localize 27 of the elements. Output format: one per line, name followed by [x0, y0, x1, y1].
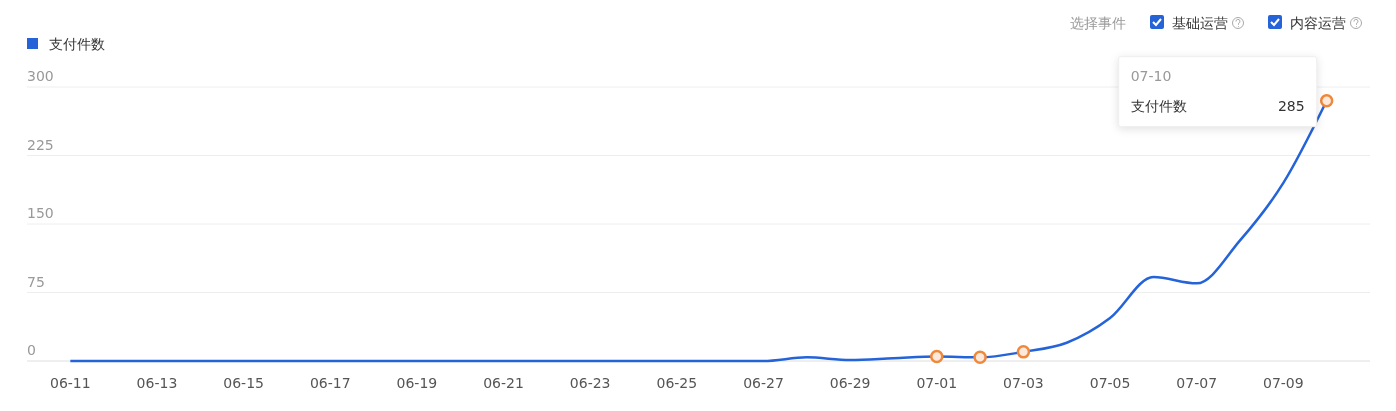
x-tick-label: 06-29	[829, 375, 871, 391]
x-tick-label: 06-21	[483, 375, 524, 391]
x-tick-label: 07-01	[916, 375, 958, 391]
x-tick-label: 06-27	[743, 375, 784, 391]
y-tick-label: 225	[27, 136, 54, 153]
x-tick-label: 06-13	[136, 375, 178, 391]
text: 支付件数	[1130, 97, 1187, 114]
x-tick-label: 06-25	[656, 375, 698, 391]
y-tick-label: 300	[27, 68, 54, 84]
text: 07-10	[1130, 67, 1172, 84]
x-tick-label: 07-05	[1089, 375, 1131, 391]
x-tick-label: 07-07	[1176, 375, 1218, 391]
x-tick-label: 06-17	[309, 375, 351, 391]
x-tick-label: 06-19	[396, 375, 438, 391]
y-tick-label: 75	[27, 273, 45, 290]
x-tick-label: 06-11	[49, 375, 91, 391]
text: 内容运营	[1290, 15, 1346, 31]
y-tick-label: 0	[27, 342, 36, 358]
data-label: 285	[1277, 97, 1305, 114]
text: 基础运营	[1172, 15, 1228, 31]
text: 选择事件	[1070, 15, 1126, 31]
legend-label: 支付件数	[49, 36, 105, 52]
x-tick-label: 06-15	[223, 375, 264, 391]
x-tick-label: 06-23	[569, 375, 611, 391]
x-tick-label: 07-09	[1263, 375, 1304, 391]
x-tick-label: 07-03	[1003, 375, 1044, 391]
y-tick-label: 150	[27, 205, 54, 221]
